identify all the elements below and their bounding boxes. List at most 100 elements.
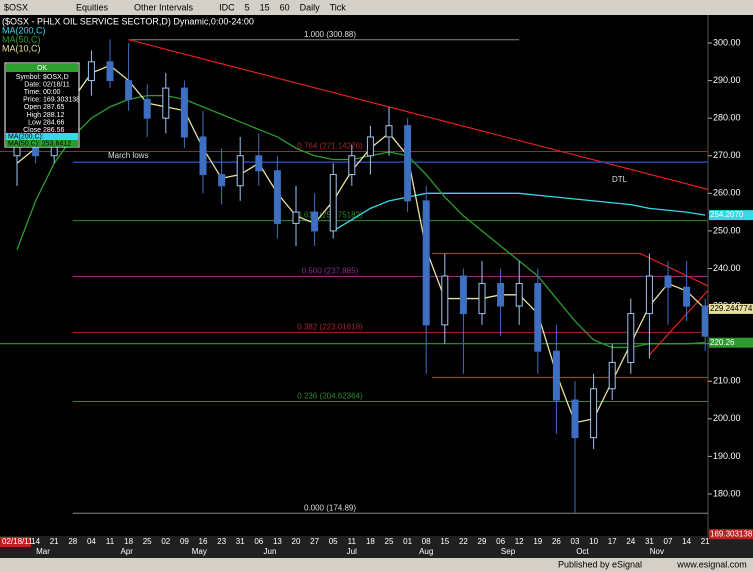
data-ma-row [6,140,78,147]
legend-entry: MA(10,C) [2,43,41,53]
data-row-value: 287.65 [43,104,65,111]
value-tag-label: 229.244774 [710,304,753,313]
data-window-header-label[interactable]: OK [37,65,47,72]
candle-body [608,361,616,390]
candle-body [311,211,319,232]
trendline [639,252,708,287]
legend-entry: MA(50,C) [2,34,41,44]
y-tick-label: 180.00 [713,488,741,498]
toolbar-item[interactable]: 60 [280,2,290,12]
x-tick-label: 25 [143,537,152,546]
fib-level-label: 0.500 (237.885) [302,267,359,276]
x-tick-label: 13 [273,537,282,546]
candle-body [106,61,114,82]
annotation: March lows [108,151,148,160]
fib-level-label: 0.382 (223.01818) [297,322,363,331]
candle-body [125,80,133,100]
x-tick-label: 14 [682,537,691,546]
y-tick-label: 290.00 [713,75,741,85]
x-tick-label: 24 [626,537,635,546]
x-tick-label: 21 [50,537,59,546]
moving-average [332,192,706,232]
candle-body [329,174,337,232]
data-row-value: $OSX,D [43,74,69,81]
candle-body [645,275,653,315]
data-ma-label: MA(50,C): 253.6412 [8,140,71,147]
y-tick-label: 250.00 [713,225,741,235]
data-row-label: Symbol: [16,74,41,81]
data-row-label: Low [28,119,42,126]
value-tag-label: 220.26 [710,338,735,347]
chart-title: ($OSX - PHLX OIL SERVICE SECTOR,D) Dynam… [2,16,254,26]
x-tick-label: 27 [310,537,319,546]
y-tick-label: 240.00 [713,263,741,273]
candle-body [180,87,188,138]
x-tick-label: 06 [496,537,505,546]
month-label: May [192,547,207,556]
x-tick-label: 29 [478,537,487,546]
month-label: Oct [576,547,589,556]
candle-body [199,136,207,176]
x-tick-label: 08 [422,537,431,546]
y-tick-label: 200.00 [713,413,741,423]
data-row-value: 284.66 [43,119,65,126]
x-tick-label: 01 [403,537,412,546]
month-label: Mar [36,547,50,556]
x-tick-label: 14 [31,537,40,546]
toolbar-item[interactable]: 15 [260,2,270,12]
footer-published: Published by eSignal [558,559,642,569]
candle-body [441,275,449,326]
x-tick-label: 31 [236,537,245,546]
x-tick-label: 09 [180,537,189,546]
month-label: Aug [419,547,433,556]
candle-body [515,283,523,307]
candle-body [273,170,281,224]
x-tick-label: 23 [217,537,226,546]
candle-body [422,200,430,326]
fib-level-label: 1.000 (300.88) [304,30,356,39]
candle-body [683,286,691,307]
x-tick-label: 16 [199,537,208,546]
y-tick-label: 270.00 [713,150,741,160]
x-tick-label: 11 [106,537,115,546]
toolbar-item[interactable]: IDC [219,2,235,12]
plot-area [0,15,708,536]
candle-body [87,61,95,82]
x-tick-label: 22 [459,537,468,546]
toolbar-item[interactable]: Equities [76,2,109,12]
candle-body [627,313,635,363]
data-row-value: 02/18/11 [43,81,70,88]
data-row-value: 00:00 [43,89,61,96]
candle-body [571,399,579,439]
candle-body [143,98,151,119]
candle-body [162,87,170,119]
footer-site: www.esignal.com [676,559,747,569]
toolbar-item[interactable]: 5 [245,2,250,12]
x-tick-label: 04 [87,537,96,546]
x-tick-label: 07 [664,537,673,546]
data-row-label: High [27,112,42,119]
toolbar-item[interactable]: Daily [300,2,321,12]
data-row-value: 169.303138 [43,97,80,104]
x-tick-label: 25 [385,537,394,546]
x-tick-label: 05 [329,537,338,546]
price-axis [708,15,753,536]
x-tick-label: 28 [68,537,77,546]
trendline [128,39,708,190]
y-tick-label: 260.00 [713,188,741,198]
status-bar [0,558,753,572]
month-label: Nov [650,547,664,556]
data-row-label: Date: [24,81,41,88]
cursor-date-box [0,537,31,547]
month-label: Jul [347,547,357,556]
toolbar-symbol[interactable]: $OSX [4,2,28,12]
toolbar-item[interactable]: Tick [330,2,347,12]
fib-level-label: 0.764 (271.14276) [297,142,363,151]
date-axis [0,536,753,558]
toolbar-item[interactable]: Other Intervals [134,2,194,12]
cursor-date: 02/18/11 [2,537,33,546]
candle-body [292,211,300,224]
data-row-label: Price: [23,97,41,104]
price-tag-label: 169.303138 [710,529,753,538]
